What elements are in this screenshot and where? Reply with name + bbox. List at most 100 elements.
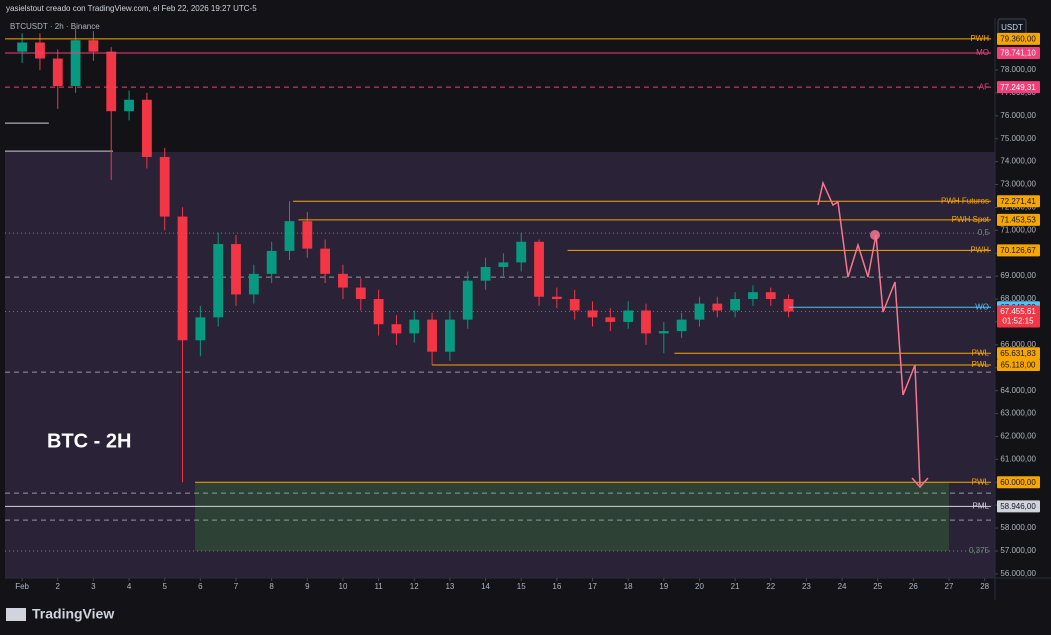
x-tick-label: Feb <box>15 582 29 591</box>
level-price: 79.360,00 <box>1000 34 1036 43</box>
candle-body <box>17 42 28 52</box>
level-price: 60.000,00 <box>1000 478 1036 487</box>
x-tick-label: 28 <box>980 582 989 591</box>
candle-body <box>338 273 348 288</box>
candle-body <box>765 292 776 300</box>
level-price: 65.118,00 <box>1001 361 1037 370</box>
candle-body <box>213 244 224 318</box>
candle-body <box>373 299 384 325</box>
x-tick-label: 15 <box>517 582 526 591</box>
y-tick-label: 56.000,00 <box>1000 569 1036 578</box>
x-tick-label: 13 <box>445 582 454 591</box>
y-tick-label: 76.000,00 <box>1000 111 1036 120</box>
y-tick-label: 69.000,00 <box>1000 271 1036 280</box>
x-tick-label: 24 <box>838 582 847 591</box>
candle-body <box>748 292 758 300</box>
x-tick-label: 23 <box>802 582 811 591</box>
candle-body <box>409 319 420 334</box>
x-tick-label: 7 <box>234 582 239 591</box>
y-tick-label: 64.000,00 <box>1000 386 1036 395</box>
candle-body <box>712 303 723 311</box>
x-tick-label: 3 <box>91 582 96 591</box>
candle-body <box>52 58 63 87</box>
level-name: PWL <box>972 477 990 486</box>
x-tick-label: 6 <box>198 582 203 591</box>
candle-body <box>106 51 117 112</box>
candle-body <box>355 287 366 300</box>
x-tick-label: 25 <box>873 582 882 591</box>
candle-body <box>231 244 241 295</box>
level-price-box <box>997 32 1040 45</box>
candle-body <box>320 248 331 274</box>
level-name: MO <box>976 48 989 57</box>
candle-body <box>391 324 402 334</box>
logo-icon <box>6 608 26 621</box>
candle-body <box>159 157 170 217</box>
last-price: 67.455,61 <box>1000 307 1036 316</box>
candle-body <box>124 99 134 112</box>
level-price: 77.249,31 <box>1000 83 1036 92</box>
x-tick-label: 19 <box>659 582 668 591</box>
candle-body <box>462 280 473 320</box>
level-price: 65.631,83 <box>1000 349 1036 358</box>
level-name: PWH <box>970 245 989 254</box>
candle-body <box>551 296 562 300</box>
candle-body <box>569 299 580 311</box>
level-name: 0,375 <box>969 546 990 555</box>
annotation: BTC - 2H <box>47 430 131 452</box>
candle-body <box>587 310 598 318</box>
candle-body <box>302 221 313 249</box>
y-tick-label: 78.000,00 <box>1000 65 1036 74</box>
y-tick-label: 71.000,00 <box>1000 225 1036 234</box>
x-tick-label: 9 <box>305 582 310 591</box>
last-price-box <box>997 305 1040 328</box>
level-price-box <box>997 195 1040 208</box>
zone <box>195 482 950 551</box>
level-price-box <box>997 213 1040 226</box>
candle-body <box>605 317 616 322</box>
level-name: PWH <box>970 34 989 43</box>
level-name: 0,5 <box>978 228 990 237</box>
x-tick-label: 17 <box>588 582 597 591</box>
level-price-box <box>997 359 1040 372</box>
level-name: PML <box>973 502 990 511</box>
level-price-box <box>997 347 1040 360</box>
level-price-box <box>997 81 1040 94</box>
y-tick-label: 66.000,00 <box>1000 340 1036 349</box>
level-price: 78.741,10 <box>1000 49 1036 58</box>
level-name: PWL <box>972 360 990 369</box>
y-tick-label: 75.000,00 <box>1000 134 1036 143</box>
candle-body <box>445 319 455 352</box>
candle-body <box>195 317 206 341</box>
plot <box>5 28 995 552</box>
candle-body <box>783 299 794 312</box>
candle-body <box>641 310 651 334</box>
x-tick-label: 12 <box>410 582 419 591</box>
candle-body <box>248 273 259 295</box>
x-tick-label: 8 <box>269 582 274 591</box>
candle-body <box>676 319 687 332</box>
level-name: WO <box>975 302 989 311</box>
level-price-box <box>997 244 1040 257</box>
candle-body <box>284 221 295 251</box>
y-tick-label: 62.000,00 <box>1000 432 1036 441</box>
projection-arrowhead <box>911 477 929 489</box>
x-tick-label: 11 <box>374 582 383 591</box>
level-price: 72.271,41 <box>1000 197 1036 206</box>
level-price-box <box>997 47 1040 60</box>
level-price: 71.453,53 <box>1000 216 1036 225</box>
candle-body <box>498 262 509 267</box>
candle-body <box>480 266 491 281</box>
y-tick-label: 73.000,00 <box>1000 180 1036 189</box>
countdown: 01:52:15 <box>1002 317 1034 326</box>
marker <box>870 230 880 240</box>
level-price-box <box>997 500 1040 513</box>
candle-body <box>88 40 99 52</box>
level-name: AF <box>979 82 989 91</box>
x-tick-label: 5 <box>162 582 167 591</box>
candle-body <box>658 331 669 334</box>
y-tick-label: 74.000,00 <box>1000 157 1036 166</box>
x-tick-label: 22 <box>766 582 775 591</box>
